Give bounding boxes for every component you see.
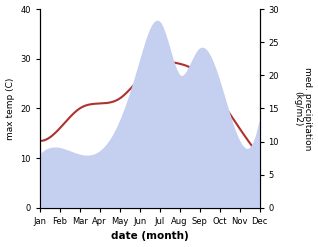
Y-axis label: max temp (C): max temp (C) bbox=[5, 77, 15, 140]
X-axis label: date (month): date (month) bbox=[111, 231, 189, 242]
Y-axis label: med. precipitation
(kg/m2): med. precipitation (kg/m2) bbox=[293, 67, 313, 150]
